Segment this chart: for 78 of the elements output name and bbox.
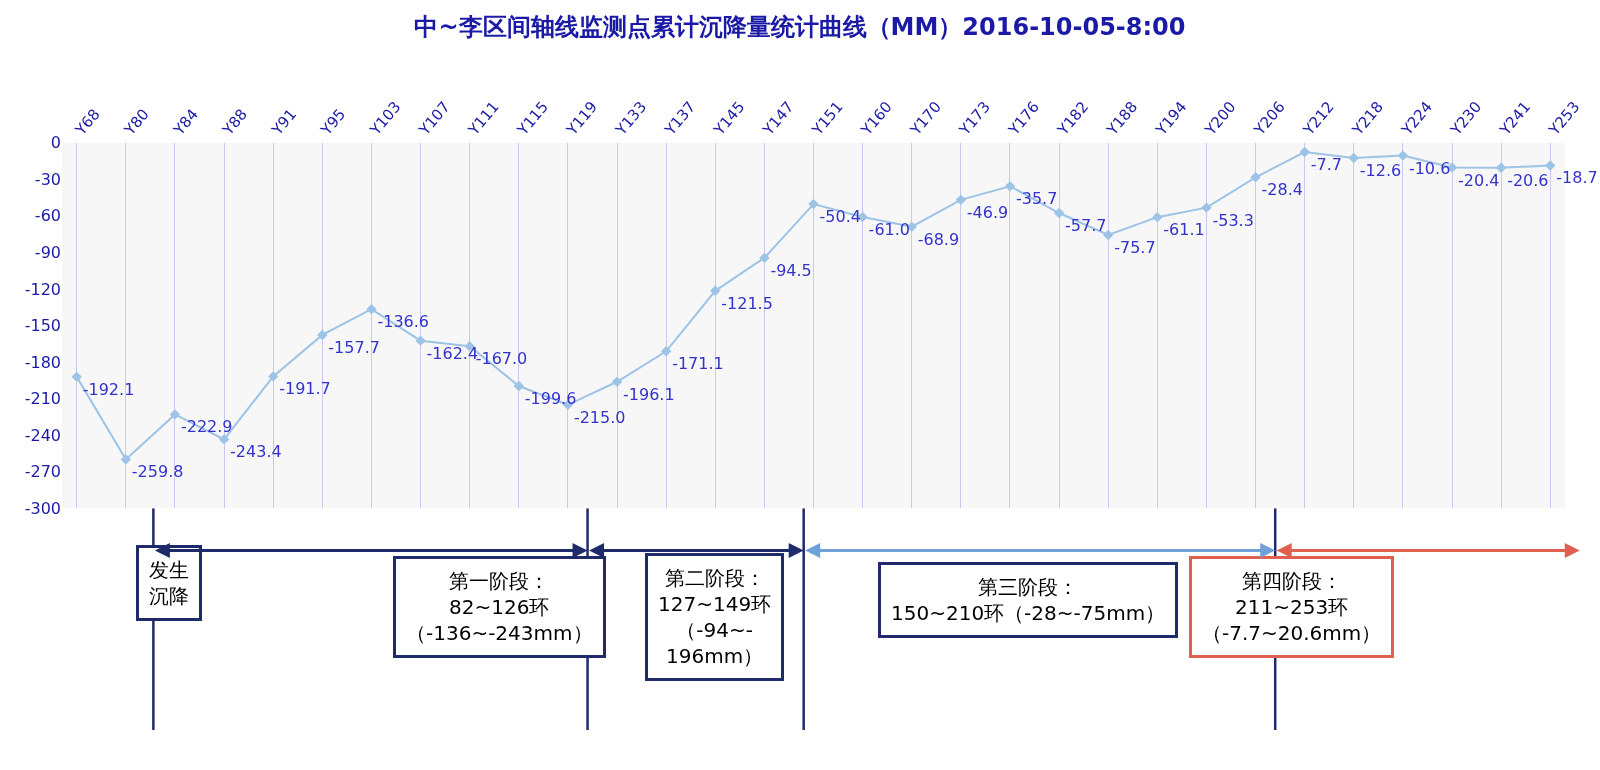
- text: 第一阶段：82~126环（-136~-243mm）: [406, 569, 593, 645]
- y-tick-label: -300: [24, 499, 61, 519]
- data-label: -20.4: [1458, 170, 1500, 190]
- data-label: -68.9: [917, 229, 960, 249]
- data-label: -199.6: [524, 389, 577, 409]
- text: 发生沉降: [149, 558, 189, 608]
- y-tick-label: -90: [34, 243, 61, 262]
- data-label: -7.7: [1310, 155, 1342, 175]
- data-label: -50.4: [819, 207, 861, 227]
- data-label: -157.7: [328, 337, 380, 357]
- y-tick-label: -120: [24, 279, 61, 299]
- point: [513, 380, 524, 392]
- point: [808, 198, 819, 210]
- point: [1495, 162, 1507, 173]
- data-label: -243.4: [230, 442, 282, 462]
- y-tick-label: -270: [24, 462, 61, 482]
- point: [1250, 172, 1261, 183]
- data-label: -20.6: [1507, 170, 1549, 190]
- chart-title: 中~李区间轴线监测点累计沉降量统计曲线（MM）2016-10-05-8:00: [414, 13, 1186, 42]
- data-label: -57.7: [1065, 216, 1107, 236]
- data-label: -18.7: [1556, 168, 1598, 188]
- data-label: -259.8: [131, 462, 184, 482]
- point: [268, 371, 279, 382]
- x-tick-label: Y91: [267, 105, 301, 140]
- point: [415, 335, 426, 346]
- y-tick-label: -240: [24, 425, 61, 445]
- data-label: -192.1: [82, 379, 135, 399]
- data-label: -10.6: [1408, 158, 1451, 178]
- x-tick-label: Y84: [169, 105, 202, 140]
- data-label: -215.0: [573, 407, 626, 427]
- data-label: -35.7: [1015, 189, 1058, 209]
- data-label: -196.1: [623, 384, 675, 404]
- data-label: -191.7: [279, 379, 331, 399]
- point: [1348, 152, 1359, 164]
- data-label: -61.1: [1163, 220, 1205, 240]
- point: [1152, 211, 1163, 223]
- y-tick-label: -30: [34, 169, 61, 189]
- point: [120, 454, 132, 465]
- y-tick-label: -150: [24, 316, 61, 336]
- point: [1545, 160, 1556, 171]
- data-label: -121.5: [721, 293, 773, 313]
- data-label: -136.6: [377, 312, 430, 332]
- data-label: -94.5: [770, 260, 812, 280]
- data-label: -12.6: [1359, 161, 1402, 181]
- x-tick-label: Y88: [218, 105, 252, 140]
- point: [1004, 181, 1016, 192]
- point: [1053, 207, 1065, 219]
- point: [366, 304, 377, 315]
- point: [611, 376, 623, 387]
- data-label: -46.9: [966, 202, 1009, 222]
- x-tick-label: Y95: [316, 105, 350, 140]
- data-label: -61.0: [868, 220, 911, 240]
- data-label: -75.7: [1114, 237, 1156, 257]
- y-tick-label: -210: [24, 389, 61, 409]
- point: [1103, 229, 1114, 241]
- text: 第四阶段：211~253环（-7.7~20.6mm）: [1202, 569, 1382, 645]
- point: [660, 346, 672, 357]
- y-tick-label: -60: [34, 206, 61, 226]
- y-tick-label: 0: [50, 133, 61, 153]
- point: [71, 371, 82, 383]
- text: 第三阶段：150~210环（-28~-75mm）: [891, 575, 1166, 625]
- point: [1299, 146, 1310, 158]
- text: 第二阶段：127~149环（-94~-196mm）: [658, 566, 772, 668]
- point: [955, 194, 967, 206]
- data-label: -53.3: [1212, 210, 1254, 230]
- point: [759, 252, 770, 264]
- point: [1201, 202, 1212, 213]
- point: [317, 329, 328, 341]
- point: [218, 434, 230, 445]
- x-tick-label: Y80: [120, 105, 153, 140]
- y-tick-label: -180: [24, 352, 61, 372]
- x-tick-label: Y68: [71, 105, 104, 140]
- point: [710, 285, 721, 296]
- point: [1397, 150, 1409, 161]
- data-label: -28.4: [1261, 180, 1303, 200]
- point: [169, 409, 181, 420]
- data-label: -222.9: [180, 417, 233, 437]
- data-label: -171.1: [672, 354, 724, 374]
